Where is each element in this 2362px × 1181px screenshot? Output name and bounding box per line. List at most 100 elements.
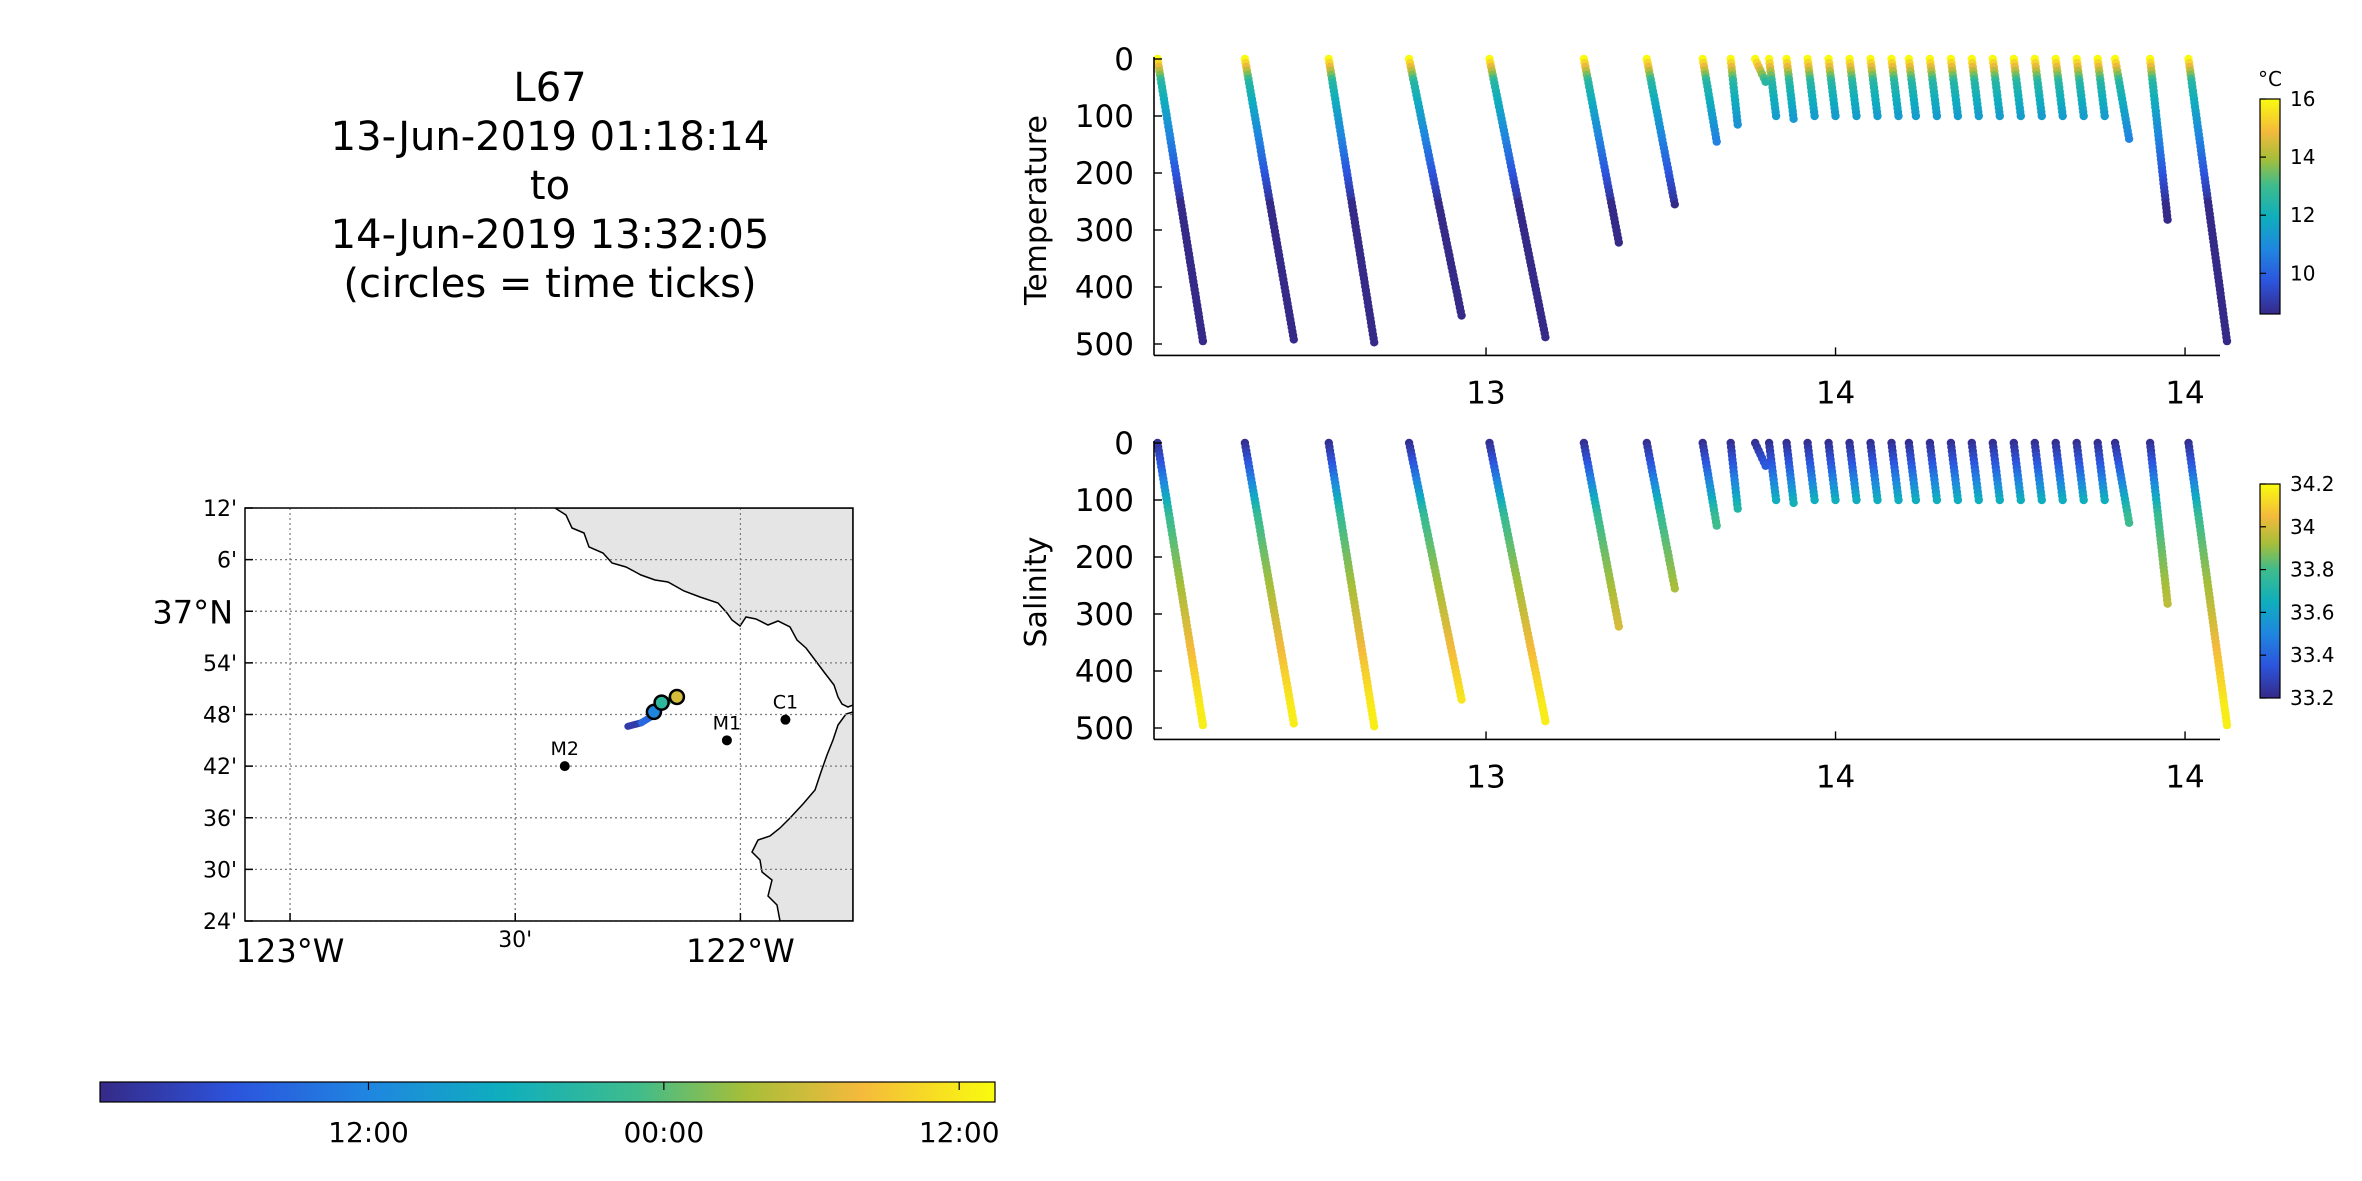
profile-point [2037,495,2047,505]
time-tick-circle [653,694,670,711]
y-tick-label: 500 [1075,711,1134,747]
profile-point [1771,495,1781,505]
profile-point [1614,622,1624,631]
profile-point [1894,495,1903,505]
profile-point [1289,335,1299,344]
profile-point [2079,111,2088,121]
time-colorbar-ticks: 12:00 00:00 12:00 [328,1082,1000,1149]
temperature-panel: 0 100 200 300 400 500 13 14 14 Temperature °C 10… [1019,42,2315,411]
profile-point [1370,338,1379,347]
mooring-stations: M2 M1 C1 [551,692,798,772]
y-tick-label: 0 [1114,426,1134,462]
profile-point [2124,518,2134,527]
y-tick-label: 300 [1075,213,1134,249]
profile-point [1911,495,1921,505]
profile-point [2222,720,2232,730]
profile-point [1831,111,1840,121]
station-marker [559,761,570,772]
time-tick-circle [668,688,686,706]
profile-point [1995,111,2005,121]
profile-point [2100,495,2109,505]
temperature-axes: 0 100 200 300 400 500 13 14 14 [1075,42,2220,411]
start-time: 13-Jun-2019 01:18:14 [330,114,770,160]
profile-point [1831,495,1840,505]
profile-point [1198,720,1208,730]
salinity-ylabel: Salinity [1019,537,1054,648]
x-tick-label: 14 [2165,759,2204,795]
salinity-profiles [1153,438,2232,731]
x-tick-label: 14 [1816,759,1855,795]
colorbar-tick-label: 34 [2290,515,2315,539]
profile-point [1289,719,1299,728]
colorbar-tick-label: 12 [2290,203,2315,227]
map-ytick-label: 24' [203,910,237,935]
map-area: M2 M1 C1 [245,508,853,921]
profile-point [1370,722,1379,731]
station-label: M2 [551,738,579,760]
station-marker [780,714,791,725]
land [553,508,853,921]
colorbar-tick-label: 34.2 [2290,472,2335,496]
temperature-profiles [1153,54,2232,347]
profile-point [1771,111,1781,121]
map-ytick-label: 42' [203,755,237,780]
end-time: 14-Jun-2019 13:32:05 [330,212,770,258]
y-tick-label: 100 [1075,483,1134,519]
map-ytick-label: 48' [203,704,237,729]
profile-point [1614,238,1624,247]
profile-point [1670,584,1680,593]
x-tick-label: 14 [1816,375,1855,411]
profile-point [1541,717,1550,726]
time-colorbar-bar [99,1081,996,1103]
map-tick-labels: 123°W 30' 122°W 12' 6' 37°N 54' 48' 42' 36' 30' 24' [152,497,794,970]
profile-point [2163,215,2172,224]
map-xtick-label: 30' [498,928,532,953]
y-tick-label: 500 [1075,327,1134,363]
profile-point [1932,495,1942,505]
profile-point [1733,504,1742,513]
temperature-colorbar [2259,98,2281,315]
y-tick-label: 300 [1075,597,1134,633]
time-colorbar-label: 12:00 [919,1116,1000,1149]
colorbar-tick-label: 33.8 [2290,558,2335,582]
map-ytick-label: 37°N [152,593,233,631]
profile-point [2163,599,2172,608]
temperature-unit: °C [2258,67,2282,91]
profile-point [1789,498,1798,508]
profile-point [1873,111,1882,121]
time-colorbar-label: 00:00 [623,1116,704,1149]
y-tick-label: 400 [1075,270,1134,306]
profile-point [2016,111,2026,121]
profile-point [2037,111,2047,121]
salinity-panel: 0 100 200 300 400 500 13 14 14 Salinity 33.2 33.4… [1019,426,2335,795]
colorbar-tick-label: 10 [2290,261,2315,285]
profile-point [1995,495,2005,505]
profile-point [2079,495,2088,505]
profile-point [1932,111,1942,121]
temperature-ylabel: Temperature [1019,115,1054,306]
map-ytick-label: 12' [203,497,237,522]
map-ytick-label: 30' [203,858,237,883]
colorbar-tick-label: 33.2 [2290,686,2335,710]
salinity-axes: 0 100 200 300 400 500 13 14 14 [1075,426,2220,795]
profile-point [1712,137,1721,146]
x-tick-label: 13 [1466,759,1505,795]
profile-point [1894,111,1903,121]
colorbar-tick-label: 16 [2290,87,2315,111]
profile-point [1852,495,1861,505]
profile-point [1852,111,1861,121]
salinity-colorbar [2259,483,2281,699]
profile-point [1911,111,1921,121]
temperature-colorbar-ticks: 10 12 14 16 [2260,87,2315,285]
map-xtick-label: 123°W [236,932,345,970]
station-marker [721,735,732,746]
map-ytick-label: 6' [217,549,237,574]
profile-point [1457,311,1466,320]
profile-point [1541,333,1550,342]
y-tick-label: 100 [1075,99,1134,135]
colorbar-tick-label: 33.6 [2290,600,2335,624]
profile-point [1198,336,1208,346]
profile-point [2016,495,2026,505]
time-colorbar: 12:00 00:00 12:00 [99,1081,1000,1149]
map-grid [245,508,853,921]
